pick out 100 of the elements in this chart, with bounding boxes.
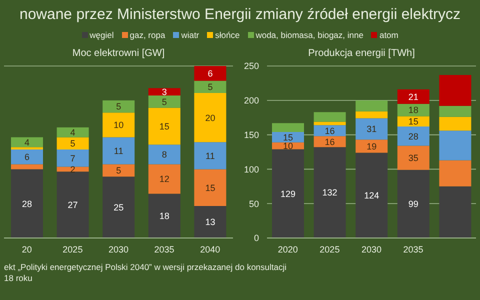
bar xyxy=(102,176,135,238)
bar xyxy=(272,123,304,132)
data-label: 132 xyxy=(322,188,338,198)
data-label: 13 xyxy=(205,217,216,228)
bar xyxy=(314,136,346,148)
bar xyxy=(439,74,472,106)
bar xyxy=(102,164,135,177)
data-label: 129 xyxy=(280,188,296,199)
bar xyxy=(148,88,180,96)
bar xyxy=(397,89,430,104)
bar xyxy=(439,160,472,186)
bar xyxy=(356,111,388,118)
bar xyxy=(314,112,346,122)
data-label: 25 xyxy=(114,202,124,212)
data-label: 7 xyxy=(70,153,76,164)
bar xyxy=(194,80,226,94)
bar xyxy=(356,118,388,140)
data-label: 21 xyxy=(408,92,418,102)
bar xyxy=(397,116,430,127)
data-label: 15 xyxy=(205,182,216,193)
bar xyxy=(439,186,472,238)
bar xyxy=(194,93,226,142)
y-tick-label: 250 xyxy=(244,61,259,72)
bar xyxy=(194,169,226,206)
data-label: 11 xyxy=(114,146,124,156)
x-tick-label: 2020 xyxy=(278,244,298,254)
x-tick-label: 2040 xyxy=(200,244,220,254)
x-tick-label: 2025 xyxy=(62,244,83,254)
data-label: 6 xyxy=(208,68,213,79)
data-label: 5 xyxy=(70,138,76,149)
data-label: 5 xyxy=(116,166,122,176)
chart-subtitle: Moc elektrowni [GW] xyxy=(71,48,166,59)
data-label: 15 xyxy=(408,116,418,127)
data-label: 3 xyxy=(162,86,167,97)
data-label: 20 xyxy=(205,112,216,123)
bar xyxy=(314,122,346,126)
y-tick-label: 200 xyxy=(244,96,259,106)
data-label: 4 xyxy=(70,127,76,138)
bar xyxy=(56,172,89,238)
data-label: 15 xyxy=(159,121,170,132)
bar xyxy=(102,137,135,164)
y-tick-label: 50 xyxy=(248,198,259,209)
bar xyxy=(314,125,346,136)
x-tick-label: 2025 xyxy=(320,244,340,254)
bar xyxy=(439,116,472,131)
x-tick-label: 2030 xyxy=(361,244,382,254)
data-label: 10 xyxy=(114,120,124,130)
bar xyxy=(102,112,135,138)
bar xyxy=(148,144,180,164)
bar xyxy=(314,147,346,238)
text: ekt „Polityki energetycznej Polski 2040” w wersji przekazanej do konsultacji 18 roku xyxy=(4,262,287,284)
y-tick-label: 100 xyxy=(244,164,259,174)
data-label: 27 xyxy=(68,200,78,210)
data-label: 16 xyxy=(324,126,335,136)
data-label: 99 xyxy=(408,199,418,210)
legend-label: słońce xyxy=(214,30,240,40)
x-tick-label: 2035 xyxy=(403,244,424,254)
data-label: 10 xyxy=(282,140,294,151)
y-tick-label: 0 xyxy=(254,233,259,244)
data-label: 28 xyxy=(22,198,32,209)
data-label: 31 xyxy=(366,124,377,134)
bar xyxy=(11,137,43,148)
bar xyxy=(11,169,43,238)
legend-label: wiatr xyxy=(180,30,200,40)
data-label: 11 xyxy=(206,150,215,161)
x-tick-label: 20 xyxy=(22,244,32,254)
data-label: 19 xyxy=(366,141,377,152)
bar xyxy=(148,194,180,238)
data-label: 6 xyxy=(24,152,30,162)
bar xyxy=(397,126,430,146)
bar xyxy=(102,100,135,113)
bar xyxy=(148,95,180,108)
legend-label: węgiel xyxy=(88,30,114,40)
bar xyxy=(356,140,388,153)
data-label: 5 xyxy=(208,82,213,92)
bar xyxy=(11,150,43,164)
legend-label: atom xyxy=(378,30,398,40)
data-label: 124 xyxy=(364,190,380,200)
bar xyxy=(356,100,388,112)
data-label: 18 xyxy=(408,105,418,116)
chart-title: nowane przez Ministerstwo Energii zmiany źródeł energii elektrycz xyxy=(18,6,462,23)
bar xyxy=(397,146,430,170)
bar xyxy=(148,108,180,145)
bar xyxy=(56,127,89,138)
data-label: 28 xyxy=(408,131,418,142)
data-label: 35 xyxy=(408,153,418,163)
bar xyxy=(439,106,472,117)
bar xyxy=(148,164,180,194)
data-label: 5 xyxy=(162,96,167,107)
bar xyxy=(194,142,226,170)
bar xyxy=(356,152,388,238)
data-label: 16 xyxy=(324,136,335,147)
legend-label: woda, biomasa, biogaz, inne xyxy=(254,30,364,40)
bar xyxy=(11,147,43,150)
data-label: 15 xyxy=(282,132,294,142)
bar xyxy=(272,132,304,142)
data-label: 18 xyxy=(159,211,170,222)
y-tick-label: 150 xyxy=(244,130,259,140)
bar xyxy=(56,150,89,167)
bar xyxy=(272,149,304,238)
